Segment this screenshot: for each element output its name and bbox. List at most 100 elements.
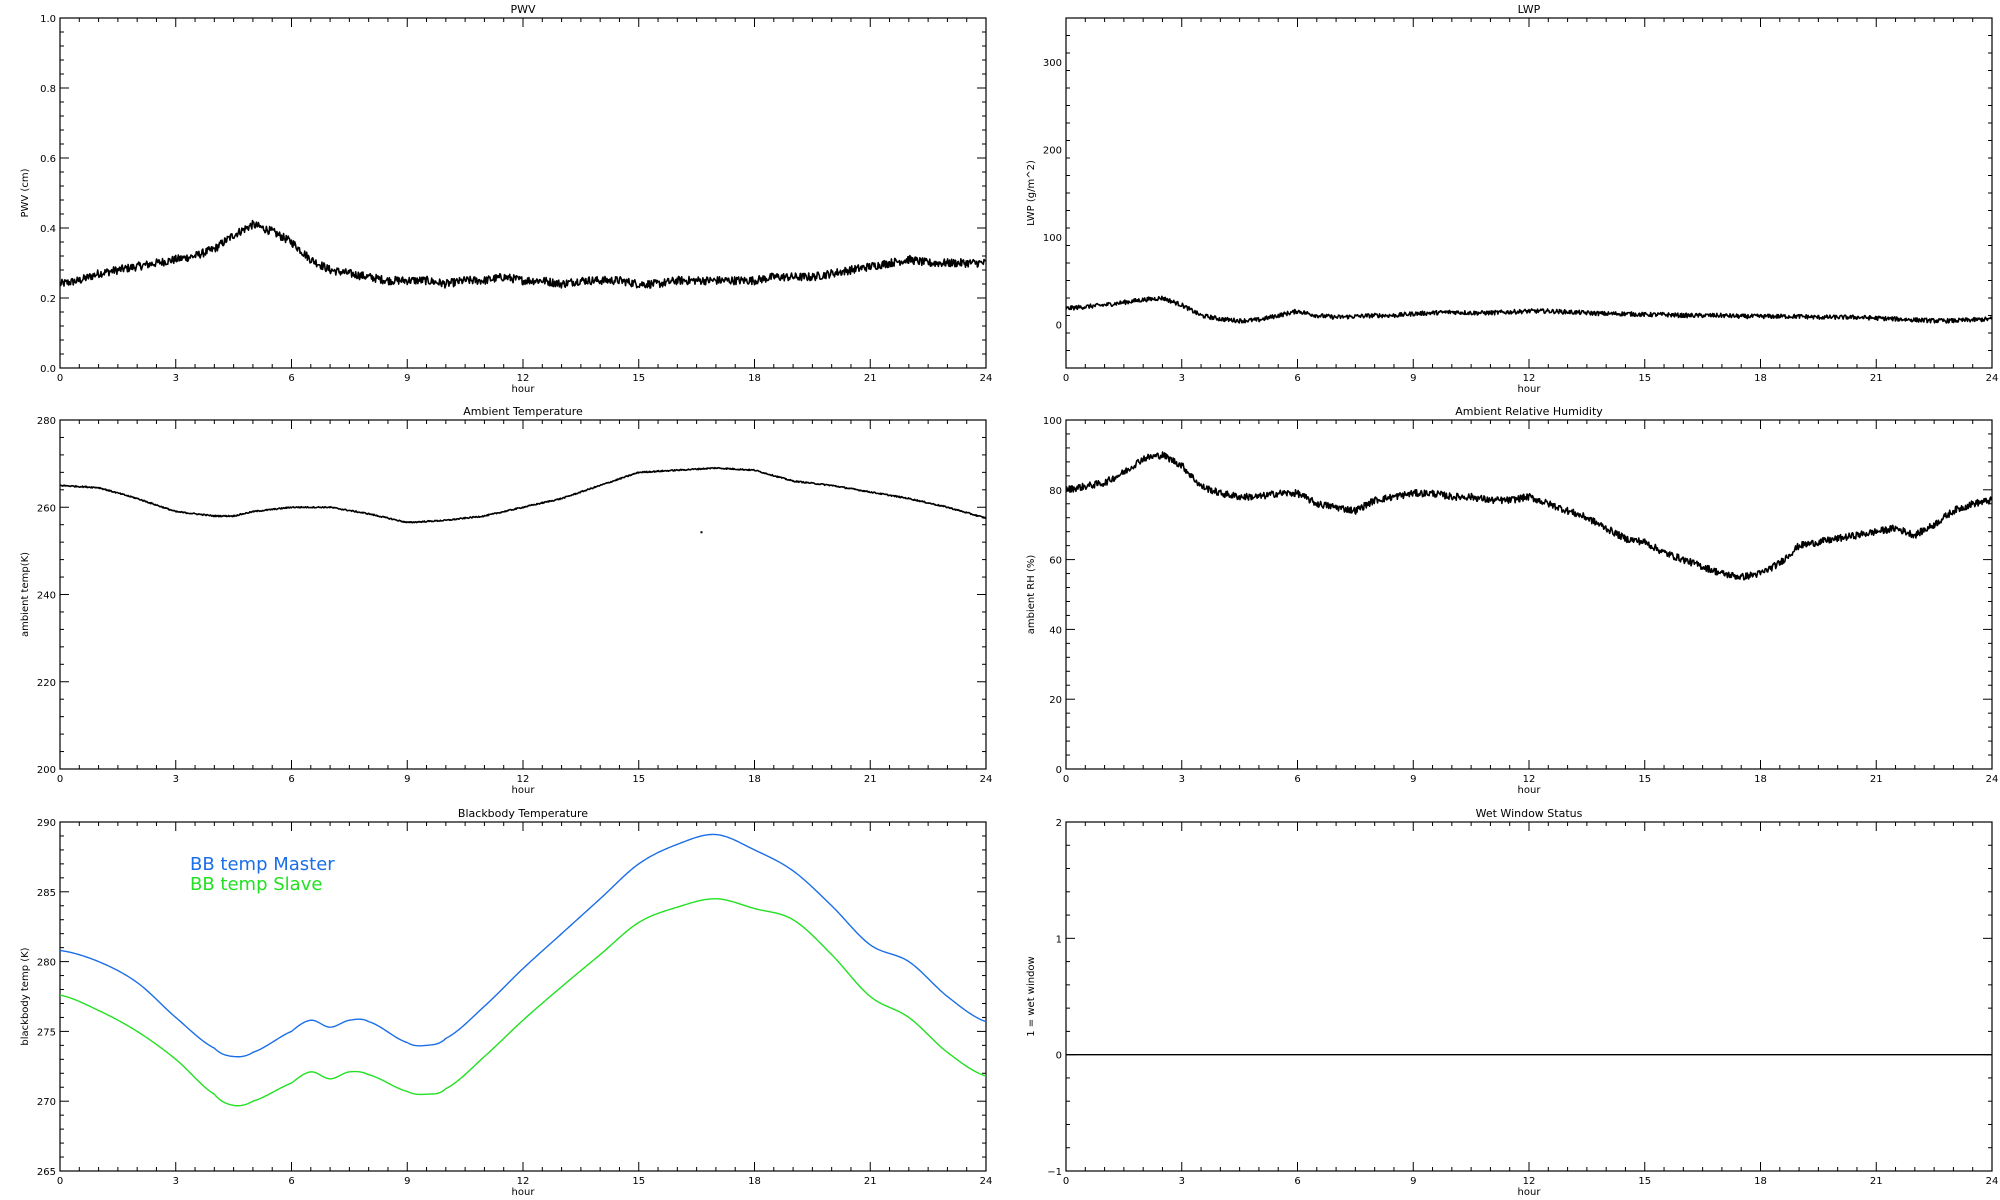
x-axis-label: hour	[512, 384, 536, 395]
x-tick-label: 3	[173, 1176, 179, 1187]
x-tick-label: 21	[864, 373, 877, 384]
y-tick-label: 100	[1043, 416, 1062, 427]
y-tick-label: 60	[1049, 556, 1062, 567]
y-axis-label: blackbody temp (K)	[20, 947, 31, 1045]
y-axis-label: 1 = wet window	[1026, 956, 1037, 1036]
series-line-bb-temp-slave	[60, 898, 986, 1107]
x-tick-label: 24	[980, 373, 993, 384]
y-tick-label: 290	[37, 818, 56, 829]
y-tick-label: 2	[1056, 818, 1062, 829]
y-tick-label: 240	[37, 591, 56, 602]
y-tick-label: 280	[37, 958, 56, 969]
x-tick-label: 15	[1638, 774, 1651, 785]
x-tick-label: 0	[1063, 373, 1069, 384]
x-tick-label: 3	[1179, 373, 1185, 384]
legend-entry: BB temp Master	[190, 854, 335, 875]
y-tick-label: −1	[1047, 1167, 1062, 1178]
y-axis-label: LWP (g/m^2)	[1026, 160, 1037, 226]
plot-frame	[1065, 419, 1993, 770]
x-tick-label: 9	[404, 373, 410, 384]
x-tick-label: 6	[1294, 1176, 1300, 1187]
series-line-0	[60, 219, 986, 289]
x-tick-label: 12	[517, 1176, 530, 1187]
x-tick-label: 0	[1063, 774, 1069, 785]
x-tick-label: 15	[632, 774, 645, 785]
x-tick-label: 21	[1870, 373, 1883, 384]
x-tick-label: 0	[57, 373, 63, 384]
x-tick-label: 18	[1754, 373, 1767, 384]
y-axis-label: PWV (cm)	[20, 168, 31, 217]
x-tick-label: 12	[517, 373, 530, 384]
y-tick-label: 260	[37, 503, 56, 514]
ambient-rh-panel: Ambient Relative Humidity 0 3 6 9 12 15 18 21 24 h…	[1026, 405, 1998, 796]
blackbody-temp-panel: Blackbody Temperature 0 3 6 9 12 15 18 21 24 hour 2…	[20, 807, 992, 1198]
x-tick-label: 15	[1638, 1176, 1651, 1187]
series-line-bb-temp-master	[60, 833, 986, 1058]
series-line-0	[60, 466, 986, 524]
x-tick-label: 12	[1523, 373, 1536, 384]
x-tick-label: 9	[404, 774, 410, 785]
x-tick-label: 18	[1754, 774, 1767, 785]
y-tick-label: 280	[37, 416, 56, 427]
x-tick-label: 9	[1410, 373, 1416, 384]
plot-frame	[59, 17, 987, 369]
ambient-temp-panel: Ambient Temperature 0 3 6 9 12 15 18 21 24 hour 200…	[20, 405, 992, 796]
x-axis-label: hour	[512, 785, 536, 796]
x-axis-label: hour	[1518, 384, 1542, 395]
y-tick-label: 285	[37, 888, 56, 899]
y-tick-label: 40	[1049, 625, 1062, 636]
y-tick-label: 275	[37, 1027, 56, 1038]
x-tick-label: 6	[288, 373, 294, 384]
chart-title: Wet Window Status	[1476, 807, 1583, 820]
x-tick-label: 12	[1523, 774, 1536, 785]
y-tick-label: 1.0	[40, 14, 56, 25]
x-tick-label: 3	[1179, 1176, 1185, 1187]
x-tick-label: 24	[1986, 774, 1999, 785]
pwv-panel: PWV 0 3 6 9 12 15 18 21 24 hour 0.0 0.2 0.4 0.6 0.8 1.0 P…	[20, 3, 992, 395]
x-tick-label: 0	[57, 1176, 63, 1187]
y-tick-label: 270	[37, 1097, 56, 1108]
x-tick-label: 3	[173, 774, 179, 785]
y-axis-label: ambient RH (%)	[1026, 555, 1037, 635]
x-tick-label: 15	[1638, 373, 1651, 384]
x-tick-label: 24	[1986, 373, 1999, 384]
x-tick-label: 21	[1870, 1176, 1883, 1187]
x-tick-label: 12	[1523, 1176, 1536, 1187]
x-tick-label: 15	[632, 1176, 645, 1187]
x-tick-label: 18	[748, 1176, 761, 1187]
chart-title: PWV	[510, 3, 536, 16]
y-tick-label: 80	[1049, 486, 1062, 497]
x-axis-label: hour	[512, 1187, 536, 1198]
x-axis-label: hour	[1518, 1187, 1542, 1198]
x-tick-label: 21	[864, 774, 877, 785]
x-tick-label: 6	[288, 1176, 294, 1187]
x-tick-label: 3	[1179, 774, 1185, 785]
x-tick-label: 21	[864, 1176, 877, 1187]
y-tick-label: 0.6	[40, 154, 56, 165]
x-tick-label: 15	[632, 373, 645, 384]
y-tick-label: 0	[1056, 765, 1062, 776]
x-tick-label: 18	[748, 373, 761, 384]
y-tick-label: 200	[37, 765, 56, 776]
y-tick-label: 0	[1056, 1051, 1062, 1062]
chart-title: Ambient Temperature	[463, 405, 583, 418]
x-tick-label: 9	[1410, 1176, 1416, 1187]
y-tick-label: 0.0	[40, 364, 56, 375]
y-tick-label: 265	[37, 1167, 56, 1178]
y-tick-label: 300	[1043, 58, 1062, 69]
plot-frame	[59, 419, 987, 770]
legend-entry: BB temp Slave	[190, 874, 322, 895]
y-tick-label: 1	[1056, 934, 1062, 945]
plot-frame	[1065, 821, 1993, 1172]
x-tick-label: 6	[1294, 774, 1300, 785]
y-tick-label: 100	[1043, 233, 1062, 244]
chart-title: LWP	[1518, 3, 1541, 16]
chart-title: Blackbody Temperature	[458, 807, 588, 820]
x-tick-label: 6	[288, 774, 294, 785]
y-axis-label: ambient temp(K)	[20, 552, 31, 637]
x-tick-label: 9	[404, 1176, 410, 1187]
x-tick-label: 21	[1870, 774, 1883, 785]
y-tick-label: 0.4	[40, 224, 56, 235]
